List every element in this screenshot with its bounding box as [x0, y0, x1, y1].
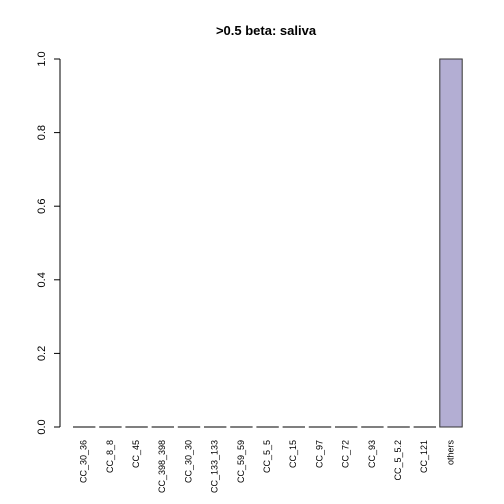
y-tick-label: 0.8: [36, 125, 48, 140]
x-tick-label: CC_97: [314, 440, 324, 468]
x-tick-label: CC_5_5.2: [393, 440, 403, 481]
y-tick-label: 0.0: [36, 419, 48, 434]
x-axis-labels: CC_30_36 CC_8_8 CC_45 CC_398_398 CC_30_30 CC_…: [79, 440, 456, 494]
x-tick-label: CC_398_398: [157, 440, 167, 493]
y-tick-label: 0.6: [36, 199, 48, 214]
y-tick-label: 1.0: [36, 51, 48, 66]
x-tick-label: CC_133_133: [210, 440, 220, 493]
x-tick-label: CC_121: [419, 440, 429, 473]
x-tick-label: CC_45: [131, 440, 141, 468]
y-tick-label: 0.2: [36, 346, 48, 361]
x-tick-label: CC_93: [367, 440, 377, 468]
x-tick-label: others: [445, 440, 455, 466]
x-tick-label: CC_15: [288, 440, 298, 468]
bars: [73, 58, 463, 428]
x-tick-label: CC_72: [341, 440, 351, 468]
y-axis: 0.0 0.2 0.4 0.6 0.8 1.0: [36, 51, 61, 435]
bar-others: [439, 58, 463, 428]
x-tick-label: CC_30_30: [183, 440, 193, 483]
x-tick-label: CC_59_59: [236, 440, 246, 483]
x-tick-label: CC_30_36: [79, 440, 89, 483]
x-tick-label: CC_5_5: [262, 440, 272, 473]
y-tick-label: 0.4: [36, 272, 48, 287]
x-tick-label: CC_8_8: [105, 440, 115, 473]
chart-title: >0.5 beta: saliva: [216, 23, 317, 38]
